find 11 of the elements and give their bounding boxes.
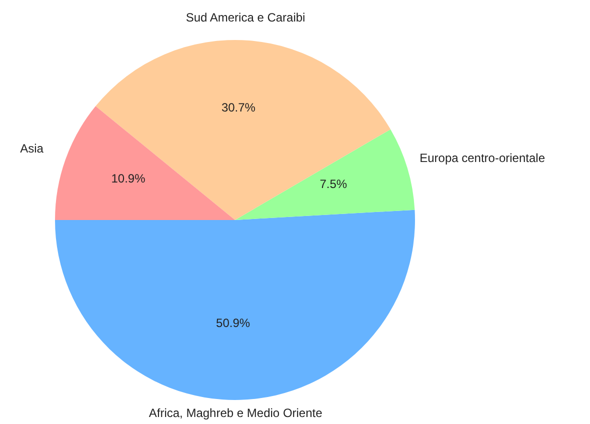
data-label: 7.5% xyxy=(320,176,348,191)
pie-slice xyxy=(235,129,415,220)
pie-slice xyxy=(96,40,391,220)
data-label: 10.9% xyxy=(111,172,146,186)
data-label: 50.9% xyxy=(216,316,250,330)
slice-label: Europa centro-orientale xyxy=(420,150,546,165)
data-label: 30.7% xyxy=(221,100,256,114)
slice-label: Sud America e Caraibi xyxy=(186,10,306,25)
slice-label: Asia xyxy=(20,142,44,156)
pie-slice xyxy=(55,210,415,400)
slice-label: Africa, Maghreb e Medio Oriente xyxy=(148,406,323,420)
